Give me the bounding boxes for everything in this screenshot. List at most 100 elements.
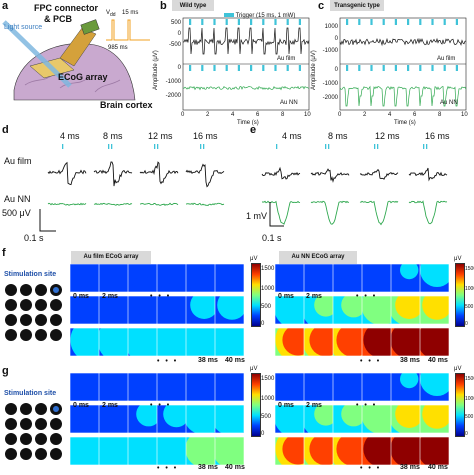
wild-type-header: Wild type (172, 0, 214, 11)
g-film-heatmap-tile (186, 405, 215, 433)
c-trigger-mark (431, 65, 434, 71)
g-film-heat-contour (141, 373, 157, 387)
b-xtick-5: 10 (304, 112, 311, 118)
d-scale-bar-path (39, 209, 56, 232)
d-scale-t: 0.1 s (24, 233, 44, 243)
f-right-r3-dots: • • • (360, 358, 382, 365)
c-trigger-mark (431, 19, 434, 25)
g-left-r1-dots: • • • (150, 402, 172, 409)
f-film-heatmap-tile (99, 296, 128, 324)
electrode-dot (20, 299, 32, 311)
b-ytick-bot-1: -1000 (165, 79, 181, 85)
g-nn-heat-contour (373, 373, 390, 388)
panel-d-stim-ticks (62, 144, 205, 149)
f-left-r1-dots: • • • (150, 293, 172, 300)
electrode-dot (50, 418, 62, 430)
f-right-cb-0: 1500 (465, 266, 474, 272)
b-ylabel: Amplitude (μV) (153, 50, 159, 90)
c-trigger-mark (346, 65, 349, 71)
d-time-3: 16 ms (193, 131, 218, 141)
stimulation-site-marker (53, 287, 59, 293)
d-time-2: 12 ms (148, 131, 173, 141)
g-right-cb-3: 0 (465, 431, 468, 437)
pulse-train (106, 19, 150, 41)
b-trigger-mark (237, 19, 240, 25)
g-film-heat-contour (77, 437, 99, 465)
d-row-film: Au film (4, 156, 32, 166)
d-stim-tick (157, 144, 159, 149)
panel-a-illustration (2, 19, 150, 101)
g-film-heat-contour (87, 373, 99, 385)
g-film-heat-contour (190, 405, 215, 428)
g-film-heat-contour (217, 405, 244, 429)
f-film-heatmap-tile (128, 328, 157, 356)
b-trigger-mark (286, 19, 289, 25)
b-ytick-bot-2: -2000 (165, 93, 181, 99)
panel-e-label: e (250, 124, 257, 136)
f-nn-heat-contour (336, 328, 362, 356)
g-nn-heatmap-tile (420, 437, 449, 465)
f-film-heatmap-tile (157, 328, 186, 356)
b-xlabel: Time (s) (237, 120, 259, 126)
b-ytick-bot-0: 0 (177, 65, 181, 71)
electrode-dot (20, 433, 32, 445)
g-left-colorbar (251, 373, 261, 437)
e-scale-bar-path (269, 202, 284, 227)
panel-b-plot (182, 17, 310, 111)
f-film-heatmap-tile (215, 296, 244, 324)
f-right-cb-1: 1000 (465, 286, 474, 292)
f-nn-heat-contour (391, 328, 420, 356)
b-ytick-top-0: 500 (170, 20, 181, 26)
f-film-heat-contour (217, 296, 244, 320)
e-nn-trace (408, 200, 448, 225)
f-film-heatmap-tile (186, 328, 215, 356)
g-nn-heatmap-tile (304, 405, 333, 433)
f-film-heat-contour (158, 328, 186, 356)
b-trigger-mark (213, 19, 216, 25)
f-nn-heatmap-tile (304, 296, 333, 324)
f-nn-heatmap-tile (420, 264, 449, 292)
e-film-trace (408, 167, 448, 182)
d-nn-trace (47, 202, 87, 206)
electrode-dot (50, 314, 62, 326)
electrode-dot (5, 329, 17, 341)
b-trigger-mark (274, 65, 277, 71)
e-time-1: 8 ms (328, 131, 348, 141)
f-film-heatmap-tile (186, 264, 215, 292)
g-nn-heatmap-tile (304, 437, 333, 465)
pulse-985ms-label: 985 ms (108, 45, 128, 51)
g-nn-heatmap-tile (333, 373, 362, 401)
g-nn-heatmap-tile (333, 437, 362, 465)
panel-c-triggers (346, 19, 458, 71)
g-film-heatmap-tile (128, 405, 157, 433)
g-nn-heat-contour (341, 405, 362, 427)
electrode-dot (5, 314, 17, 326)
f-film-heatmap-tile (186, 296, 215, 324)
f-nn-heat-contour (363, 328, 391, 356)
f-film-heatmap-tile (157, 296, 186, 324)
d-stim-tick (62, 144, 64, 149)
g-film-heatmap-tile (157, 405, 186, 433)
panel-e-traces (261, 144, 448, 226)
g-nn-heat-contour (319, 373, 333, 386)
g-film-heatmap-tile (186, 437, 215, 465)
e-stim-tick (374, 144, 376, 149)
e-time-2: 12 ms (375, 131, 400, 141)
g-left-cb-3: 0 (261, 431, 265, 437)
c-trigger-mark (407, 19, 410, 25)
e-time-3: 16 ms (425, 131, 450, 141)
panel-e-film-traces (261, 166, 448, 183)
f-film-heat-contour (114, 264, 128, 277)
c-ytick-top-1: 0 (334, 36, 338, 42)
f-nn-heatmap-tile (275, 264, 304, 292)
electrode-dot (20, 418, 32, 430)
g-film-heat-contour (163, 405, 186, 428)
b-trigger-mark (262, 19, 265, 25)
g-right-r1-t0: 0 ms (278, 402, 294, 409)
brain-cortex-label: Brain cortex (100, 100, 153, 110)
electrode-dot (5, 284, 17, 296)
f-nn-heatmap-tile (333, 264, 362, 292)
panel-d-film-traces (47, 161, 225, 188)
panel-e-scale-bar (269, 202, 284, 227)
g-nn-heat-contour (309, 437, 333, 465)
